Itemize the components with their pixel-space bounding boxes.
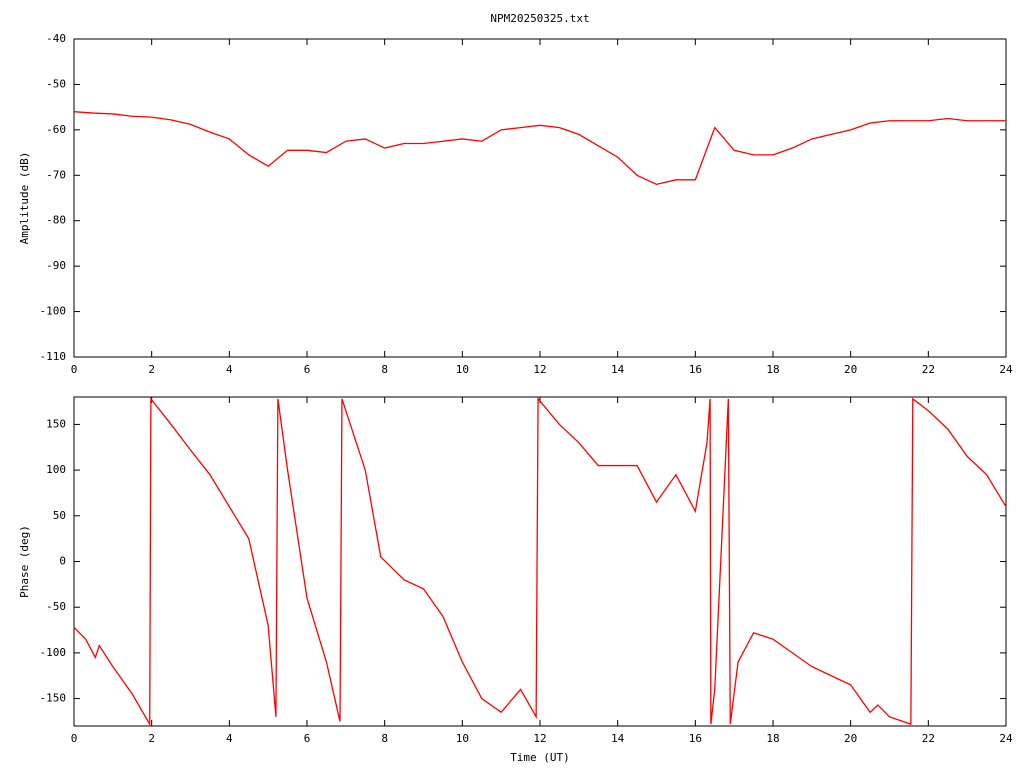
chart-title: NPM20250325.txt	[490, 12, 589, 25]
x-tick-label: 2	[148, 363, 155, 376]
x-tick-label: 4	[226, 363, 233, 376]
y-tick-label: -150	[40, 692, 67, 705]
x-tick-label: 18	[766, 363, 779, 376]
data-line	[73, 111, 1006, 186]
y-tick-label: 100	[46, 463, 66, 476]
x-tick-label: 20	[844, 732, 857, 745]
x-tick-label: 24	[999, 363, 1013, 376]
x-tick-label: 0	[71, 363, 78, 376]
x-tick-label: 6	[304, 363, 311, 376]
y-tick-label: -50	[46, 77, 66, 90]
x-tick-label: 22	[922, 732, 935, 745]
y-tick-label: -40	[46, 32, 66, 45]
x-tick-label: 12	[533, 732, 546, 745]
y-tick-label: -50	[46, 600, 66, 613]
x-tick-label: 6	[304, 732, 311, 745]
x-tick-label: 20	[844, 363, 857, 376]
x-tick-label: 10	[456, 732, 469, 745]
y-tick-label: -90	[46, 259, 66, 272]
y-axis-label: Amplitude (dB)	[18, 152, 31, 245]
y-tick-label: -60	[46, 123, 66, 136]
x-tick-label: 10	[456, 363, 469, 376]
y-tick-label: -80	[46, 214, 66, 227]
y-tick-label: -70	[46, 168, 66, 181]
y-axis-label: Phase (deg)	[18, 525, 31, 598]
x-tick-label: 0	[71, 732, 78, 745]
y-tick-label: -110	[40, 350, 67, 363]
x-tick-label: 22	[922, 363, 935, 376]
x-tick-label: 18	[766, 732, 779, 745]
x-tick-label: 14	[611, 363, 625, 376]
x-tick-label: 14	[611, 732, 625, 745]
y-tick-label: 150	[46, 417, 66, 430]
x-tick-label: 12	[533, 363, 546, 376]
x-tick-label: 8	[381, 363, 388, 376]
x-tick-label: 16	[689, 732, 702, 745]
x-tick-label: 4	[226, 732, 233, 745]
y-tick-label: -100	[40, 305, 67, 318]
x-tick-label: 24	[999, 732, 1013, 745]
x-tick-label: 2	[148, 732, 155, 745]
y-tick-label: -100	[40, 646, 67, 659]
y-tick-label: 50	[53, 509, 66, 522]
x-tick-label: 8	[381, 732, 388, 745]
x-axis-label: Time (UT)	[510, 751, 570, 764]
y-tick-label: 0	[59, 555, 66, 568]
x-tick-label: 16	[689, 363, 702, 376]
data-line	[73, 396, 1007, 727]
